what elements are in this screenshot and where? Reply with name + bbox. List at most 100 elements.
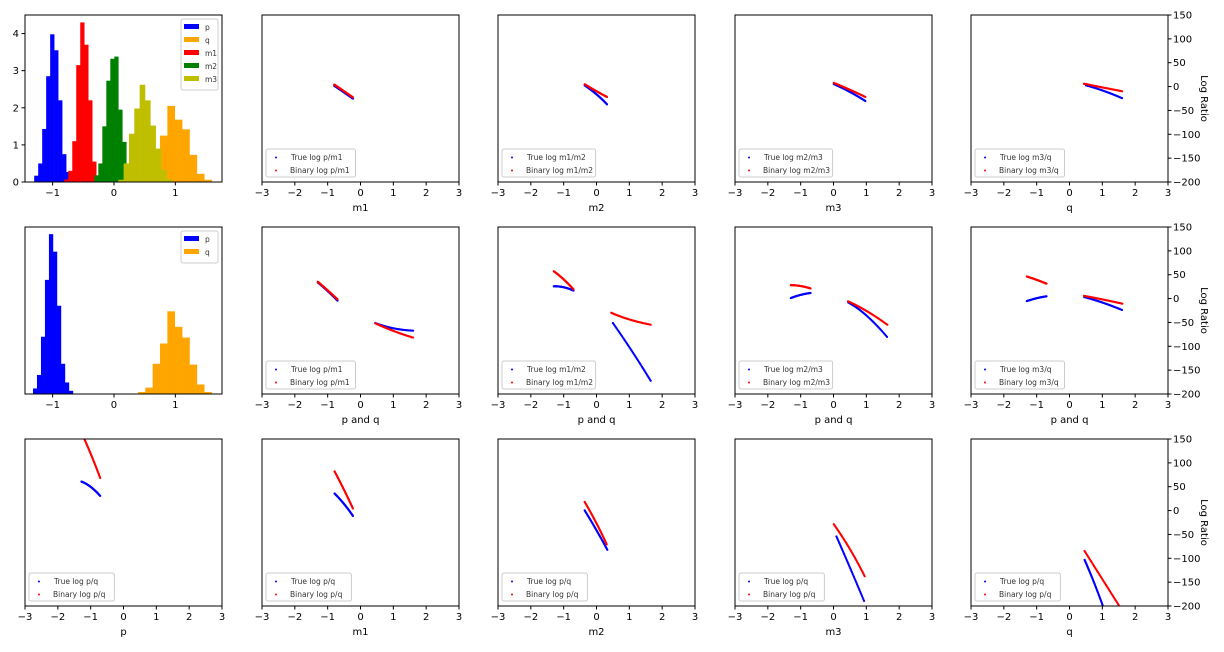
x-tick-label: 2 <box>1132 188 1138 199</box>
subplot-9: −3 −2 −1 0 1 2 3 p and q True log m2/m3 Binary lo… <box>728 226 935 426</box>
y-tick-label: 100 <box>1173 34 1192 45</box>
legend-box <box>265 148 356 178</box>
legend-box <box>501 572 588 602</box>
x-tick-label: −1 <box>83 612 98 623</box>
scatter-point <box>1120 90 1124 93</box>
legend-swatch <box>184 63 199 68</box>
scatter-point <box>336 298 339 301</box>
x-axis-label: p and q <box>1051 415 1089 426</box>
legend-label: True log m2/m3 <box>763 365 823 374</box>
subplot-6: −1 0 1 pq <box>24 226 223 411</box>
x-tick-label: 0 <box>120 612 126 623</box>
legend: True log m1/m2 Binary log m1/m2 <box>501 148 597 178</box>
subplot-14: −3 −2 −1 0 1 2 3 m3 True log p/q Binary log p/q <box>728 438 935 638</box>
scatter-point <box>605 103 609 106</box>
y-tick-label: 50 <box>1173 270 1186 281</box>
histogram-bar-p <box>44 279 50 394</box>
x-axis-label: m3 <box>825 627 841 638</box>
x-tick-label: 3 <box>456 612 462 623</box>
legend-swatch <box>184 249 199 254</box>
x-tick-label: −2 <box>760 400 775 411</box>
legend-box <box>265 572 352 602</box>
plot-area <box>1025 275 1124 312</box>
x-tick-label: −3 <box>255 612 270 623</box>
x-tick-label: −1 <box>320 188 335 199</box>
legend-label: True log m3/q <box>999 365 1052 374</box>
legend-marker <box>748 368 750 371</box>
scatter-point <box>1121 302 1124 305</box>
x-tick-label: 2 <box>1132 612 1138 623</box>
legend-swatch <box>184 37 199 42</box>
histogram-bar-m1 <box>88 100 93 182</box>
scatter-point <box>649 379 652 382</box>
histogram-bar-m2 <box>102 126 107 182</box>
x-tick-label: 3 <box>1165 188 1171 199</box>
y-axis-label: Log Ratio <box>1198 75 1209 122</box>
legend-swatch <box>184 50 199 55</box>
y-tick-label: 50 <box>1173 58 1186 69</box>
legend-marker <box>511 580 513 583</box>
y-tick-label: 0 <box>13 178 19 189</box>
legend: True log p/q Binary log p/q <box>974 572 1061 602</box>
scatter-point <box>81 433 83 435</box>
legend: True log p/q Binary log p/q <box>501 572 588 602</box>
legend-label: True log m3/q <box>999 153 1052 162</box>
histogram-bar-m3 <box>166 179 172 182</box>
y-tick-label: 50 <box>1173 482 1186 493</box>
x-tick-label: 0 <box>357 188 363 199</box>
x-tick-label: 1 <box>153 612 159 623</box>
histogram-bar-p <box>54 50 59 182</box>
legend-swatch <box>184 76 199 81</box>
legend-marker <box>984 593 986 596</box>
legend-label: q <box>205 248 210 257</box>
histogram-bar-m1 <box>84 44 89 182</box>
x-tick-label: 1 <box>1099 400 1105 411</box>
subplot-11: −3 −2 −1 0 1 2 3 p True log p/q Binary log p/q <box>18 431 225 638</box>
x-tick-label: 0 <box>1066 188 1072 199</box>
x-tick-label: 3 <box>1165 612 1171 623</box>
x-tick-label: 1 <box>172 400 178 411</box>
x-tick-label: 0 <box>111 188 117 199</box>
x-tick-label: 0 <box>357 400 363 411</box>
histogram-bar-p <box>42 128 47 182</box>
legend-label: True log p/m1 <box>290 153 343 162</box>
histogram-bar-q <box>174 326 183 394</box>
scatter-point <box>80 431 82 433</box>
x-tick-label: 3 <box>456 188 462 199</box>
y-tick-label: 150 <box>1173 435 1192 446</box>
legend-label: p <box>205 235 210 244</box>
x-tick-label: −2 <box>996 612 1011 623</box>
legend-label: True log p/q <box>999 577 1044 586</box>
x-tick-label: −3 <box>964 188 979 199</box>
plot-area <box>316 280 415 339</box>
legend-marker <box>748 156 750 159</box>
histogram-bar-p <box>66 171 71 182</box>
x-tick-label: −3 <box>491 188 506 199</box>
y-tick-label: 2 <box>13 103 19 114</box>
legend-box <box>974 148 1065 178</box>
x-tick-label: 3 <box>219 612 225 623</box>
histogram-bar-m2 <box>110 58 115 182</box>
x-tick-label: 1 <box>1099 612 1105 623</box>
legend-marker <box>511 169 513 172</box>
x-tick-label: −3 <box>491 612 506 623</box>
x-tick-label: −3 <box>728 612 743 623</box>
histogram-bar-p <box>46 76 51 182</box>
x-tick-label: −3 <box>964 612 979 623</box>
legend-box <box>28 572 115 602</box>
y-tick-label: 4 <box>13 29 19 40</box>
legend-label: True log p/q <box>763 577 808 586</box>
legend-label: p <box>205 23 210 32</box>
x-tick-label: 3 <box>692 400 698 411</box>
legend-box <box>738 360 834 390</box>
x-tick-label: −1 <box>556 612 571 623</box>
x-tick-label: 1 <box>626 188 632 199</box>
x-tick-label: 0 <box>593 400 599 411</box>
legend-box <box>501 148 597 178</box>
legend-marker <box>275 593 277 596</box>
histogram-bar-m3 <box>150 125 156 182</box>
x-tick-label: 2 <box>896 188 902 199</box>
y-tick-label: −200 <box>1173 390 1200 401</box>
scatter-point <box>351 514 355 518</box>
y-axis-label: Log Ratio <box>1198 287 1209 334</box>
